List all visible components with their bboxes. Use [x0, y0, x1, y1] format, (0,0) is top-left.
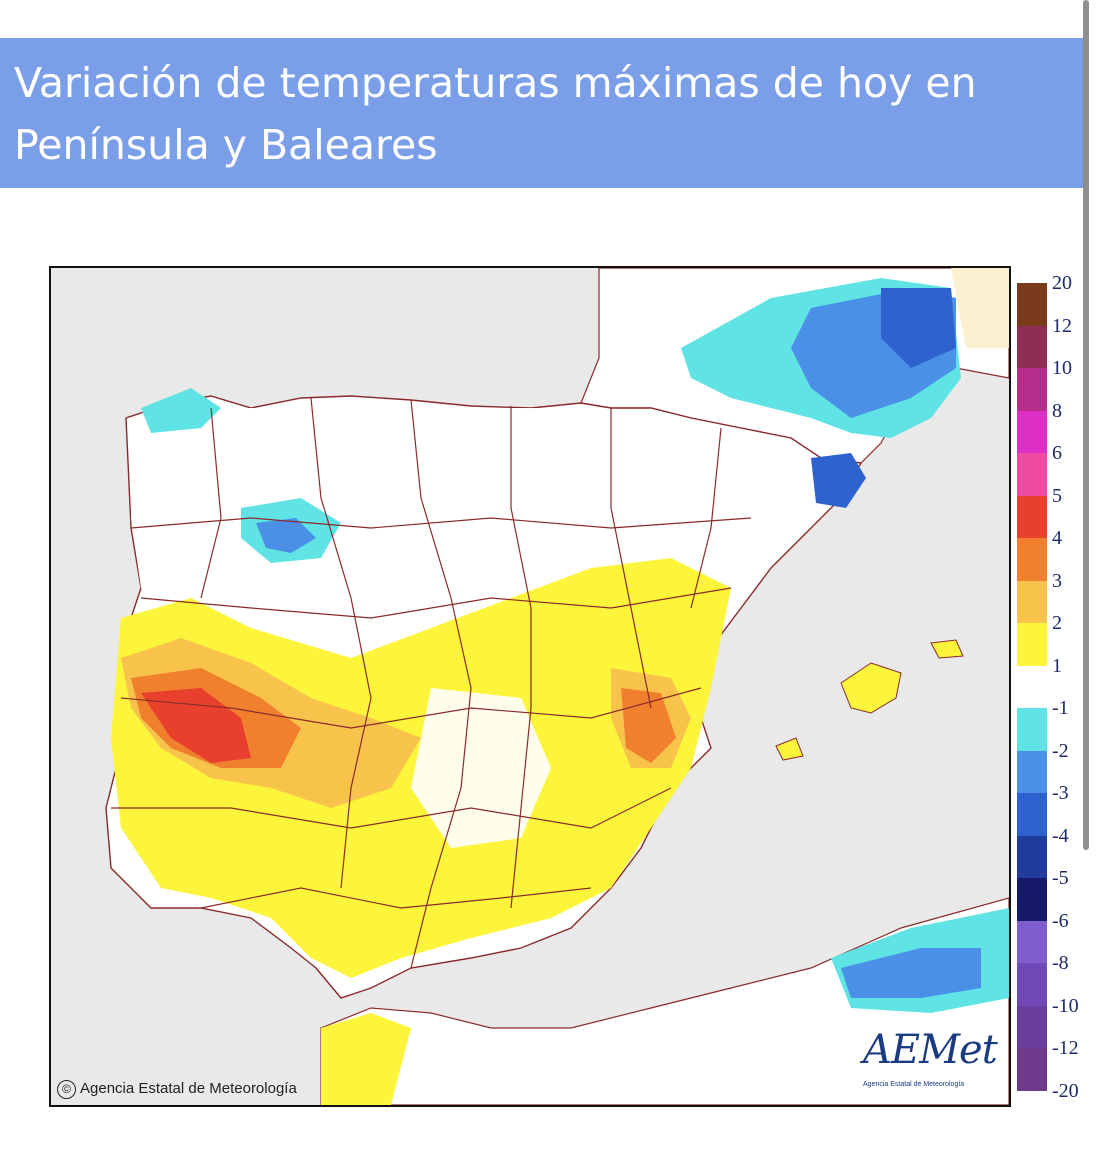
copyright-text: Agencia Estatal de Meteorología	[80, 1080, 297, 1097]
legend-swatch	[1017, 878, 1047, 921]
italy-land	[951, 268, 1009, 348]
legend-swatch	[1017, 453, 1047, 496]
menorca-island	[930, 639, 964, 659]
legend-label: 2	[1052, 612, 1062, 634]
aemet-logo-name: AEMet	[863, 1027, 998, 1073]
legend-swatch	[1017, 410, 1047, 453]
legend-swatch	[1017, 920, 1047, 963]
legend-swatch	[1017, 1048, 1047, 1091]
legend-label: 3	[1052, 569, 1062, 592]
legend-label: 6	[1052, 442, 1062, 464]
legend-swatch	[1017, 835, 1047, 878]
legend-label: 20	[1052, 272, 1072, 294]
neutral-zone-2	[411, 688, 551, 848]
page-title: Variación de temperaturas máximas de hoy…	[14, 59, 977, 169]
legend-swatch	[1017, 665, 1047, 708]
legend-swatch	[1017, 325, 1047, 368]
copyright-icon: ©	[57, 1080, 76, 1099]
cold-zone-west-2	[256, 518, 316, 553]
legend-swatch	[1017, 793, 1047, 836]
header-banner	[0, 38, 1083, 188]
legend-label: -10	[1052, 994, 1079, 1017]
legend-label: -3	[1052, 782, 1069, 804]
legend-label: 10	[1052, 357, 1072, 379]
legend-label: -12	[1052, 1037, 1079, 1059]
legend-label: -2	[1052, 739, 1069, 762]
legend-swatch	[1017, 283, 1047, 326]
map-graphic	[105, 268, 1009, 1105]
africa-land	[320, 897, 1009, 1105]
temperature-map: © Agencia Estatal de Meteorología AEMet A…	[49, 266, 1011, 1107]
legend-label: -6	[1052, 909, 1069, 932]
cold-zone-algeria-2	[841, 948, 981, 998]
legend-swatch	[1017, 495, 1047, 538]
cold-zone-france-3	[881, 288, 956, 368]
legend-label: 12	[1052, 314, 1072, 337]
legend-swatch	[1017, 623, 1047, 666]
legend-label: -4	[1052, 824, 1069, 847]
legend-label: -5	[1052, 867, 1069, 889]
temperature-legend	[1017, 283, 1047, 1091]
legend-swatch	[1017, 750, 1047, 793]
aemet-logo: AEMet Agencia Estatal de Meteorología	[859, 1025, 1001, 1097]
legend-label: 8	[1052, 399, 1062, 422]
scrollbar[interactable]	[1083, 0, 1089, 850]
africa-warm	[321, 1013, 411, 1105]
legend-label: 1	[1052, 654, 1062, 677]
neutral-zone	[131, 408, 611, 608]
legend-swatch	[1017, 538, 1047, 581]
legend-swatch	[1017, 368, 1047, 411]
warm-zone-4b	[621, 688, 676, 763]
ibiza-island	[775, 737, 804, 761]
legend-label: 4	[1052, 527, 1062, 549]
legend-swatch	[1017, 1005, 1047, 1048]
legend-swatch	[1017, 963, 1047, 1006]
legend-label: -8	[1052, 952, 1069, 974]
legend-label: -1	[1052, 697, 1069, 719]
legend-swatch	[1017, 708, 1047, 751]
legend-label: 5	[1052, 484, 1062, 507]
cold-zone-catalonia	[811, 453, 866, 508]
aemet-logo-subtitle: Agencia Estatal de Meteorología	[863, 1081, 965, 1088]
copyright-notice: © Agencia Estatal de Meteorología	[57, 1080, 297, 1099]
legend-label: -20	[1052, 1079, 1079, 1102]
cold-zone-north	[141, 388, 221, 433]
legend-swatch	[1017, 580, 1047, 623]
mallorca-island	[840, 662, 902, 714]
